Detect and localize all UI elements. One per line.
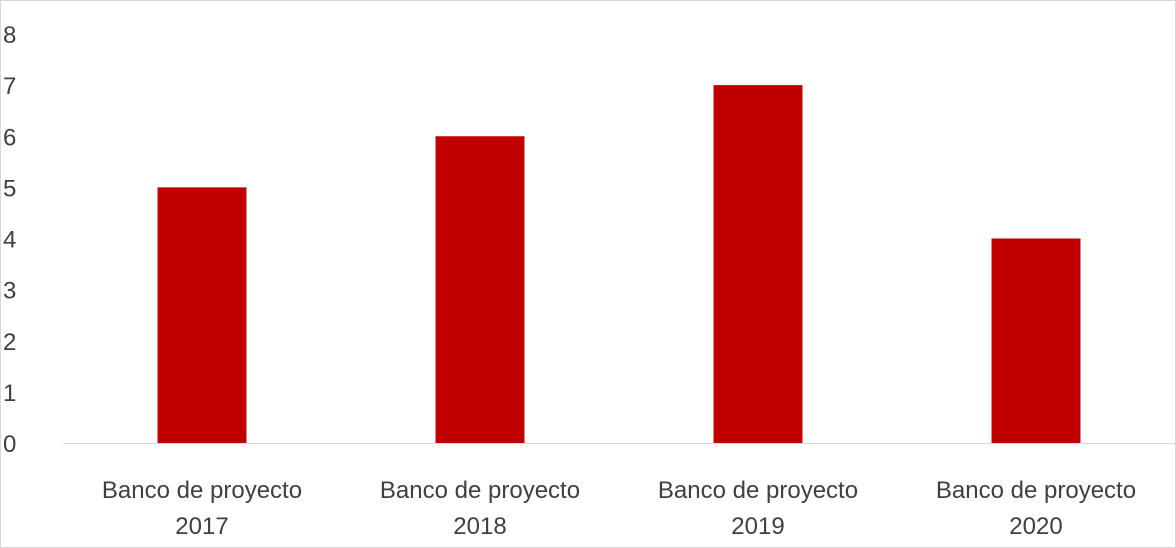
- x-axis-labels: Banco de proyecto 2017 Banco de proyecto 20…: [102, 477, 1136, 540]
- x-tick-label-line: 2018: [453, 513, 506, 540]
- y-axis-ticks: 0 1 2 3 4 5 6 7 8: [3, 22, 16, 458]
- bar: [991, 238, 1081, 443]
- y-tick-label: 6: [3, 124, 16, 151]
- y-tick-label: 8: [3, 22, 16, 49]
- x-tick-label-line: 2017: [175, 513, 228, 540]
- y-tick-label: 0: [3, 431, 16, 458]
- x-tick-label: Banco de proyecto 2020: [936, 477, 1136, 540]
- bar: [713, 85, 803, 443]
- x-tick-label: Banco de proyecto 2019: [658, 477, 858, 540]
- y-tick-label: 7: [3, 73, 16, 100]
- x-tick-label-line: Banco de proyecto: [658, 477, 858, 504]
- y-tick-label: 5: [3, 175, 16, 202]
- bar: [157, 187, 247, 443]
- bar: [435, 136, 525, 443]
- y-tick-label: 3: [3, 278, 16, 305]
- x-tick-label-line: Banco de proyecto: [102, 477, 302, 504]
- x-tick-label-line: Banco de proyecto: [380, 477, 580, 504]
- y-tick-label: 4: [3, 227, 16, 254]
- y-tick-label: 2: [3, 329, 16, 356]
- bars: [157, 85, 1081, 443]
- y-tick-label: 1: [3, 380, 16, 407]
- x-tick-label-line: Banco de proyecto: [936, 477, 1136, 504]
- x-tick-label-line: 2020: [1009, 513, 1062, 540]
- x-tick-label: Banco de proyecto 2017: [102, 477, 302, 540]
- x-tick-label: Banco de proyecto 2018: [380, 477, 580, 540]
- x-tick-label-line: 2019: [731, 513, 784, 540]
